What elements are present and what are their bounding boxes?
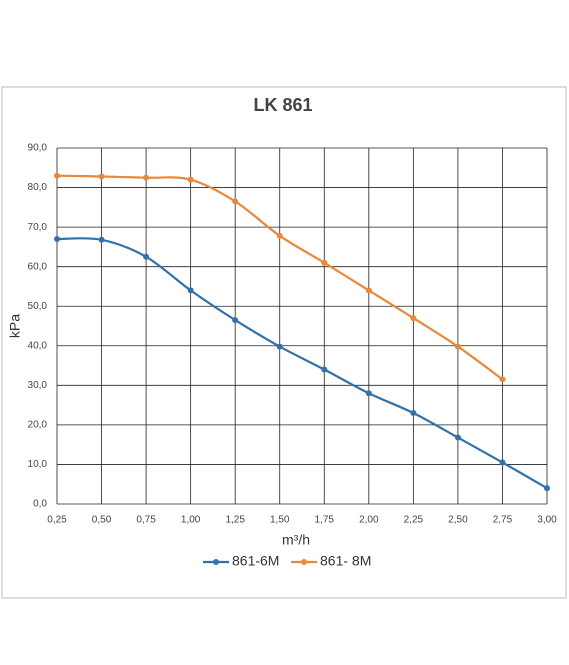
x-tick-label: 1,75 bbox=[315, 515, 335, 526]
data-point bbox=[321, 259, 328, 266]
data-point bbox=[276, 343, 283, 350]
x-tick-label: 2,50 bbox=[448, 515, 468, 526]
legend-label: 861-6M bbox=[232, 553, 279, 569]
y-tick-label: 60,0 bbox=[28, 261, 48, 272]
data-point bbox=[98, 236, 105, 243]
data-point bbox=[499, 459, 506, 466]
data-point bbox=[454, 343, 461, 350]
x-tick-label: 2,75 bbox=[493, 515, 513, 526]
chart-title: LK 861 bbox=[253, 95, 312, 115]
data-point bbox=[544, 485, 550, 492]
data-point bbox=[454, 434, 461, 441]
y-tick-label: 10,0 bbox=[28, 459, 48, 470]
data-point bbox=[232, 317, 239, 324]
chart-border bbox=[1, 86, 567, 599]
data-point bbox=[187, 176, 194, 183]
x-tick-label: 3,00 bbox=[537, 515, 557, 526]
x-tick-label: 1,25 bbox=[225, 515, 245, 526]
data-point bbox=[54, 235, 60, 242]
y-tick-label: 40,0 bbox=[28, 340, 48, 351]
x-tick-label: 0,25 bbox=[47, 515, 67, 526]
legend-marker bbox=[301, 559, 307, 565]
data-point bbox=[410, 315, 417, 322]
data-point bbox=[321, 366, 328, 373]
y-tick-label: 80,0 bbox=[28, 182, 48, 193]
data-point bbox=[410, 410, 417, 417]
legend-marker bbox=[213, 559, 219, 565]
data-point bbox=[143, 253, 150, 260]
data-point bbox=[98, 173, 105, 180]
data-point bbox=[365, 390, 372, 397]
y-tick-label: 0,0 bbox=[33, 499, 47, 510]
series-line bbox=[56, 237, 548, 490]
x-tick-label: 2,00 bbox=[359, 515, 379, 526]
y-tick-label: 90,0 bbox=[28, 143, 48, 154]
y-tick-label: 50,0 bbox=[28, 301, 48, 312]
y-tick-label: 30,0 bbox=[28, 380, 48, 391]
y-axis-title: kPa bbox=[7, 314, 23, 338]
data-point bbox=[187, 287, 194, 294]
legend-label: 861- 8M bbox=[320, 553, 371, 569]
x-axis-title: m³/h bbox=[282, 532, 310, 548]
x-tick-label: 0,75 bbox=[136, 515, 156, 526]
y-tick-label: 20,0 bbox=[28, 420, 48, 431]
y-tick-label: 70,0 bbox=[28, 222, 48, 233]
data-point bbox=[143, 174, 150, 181]
data-point bbox=[54, 172, 60, 179]
data-point bbox=[276, 232, 283, 239]
x-tick-label: 0,50 bbox=[92, 515, 112, 526]
x-tick-label: 2,25 bbox=[404, 515, 424, 526]
x-tick-label: 1,00 bbox=[181, 515, 201, 526]
data-point bbox=[499, 376, 506, 383]
data-point bbox=[365, 287, 372, 294]
data-point bbox=[232, 198, 239, 205]
x-tick-label: 1,50 bbox=[270, 515, 290, 526]
